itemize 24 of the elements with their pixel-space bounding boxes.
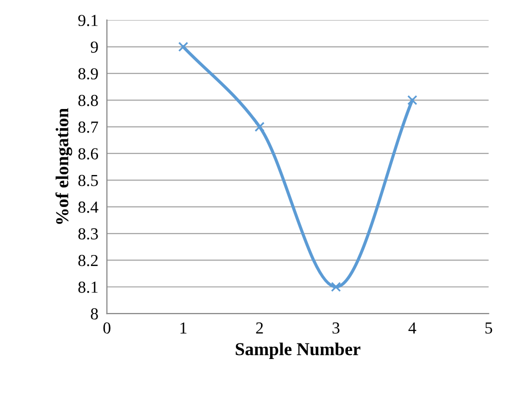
x-tick-label: 3 <box>332 322 340 334</box>
point <box>254 122 265 132</box>
x-tick-label: 0 <box>103 322 110 334</box>
point <box>407 95 418 106</box>
y-tick-label: 8.6 <box>78 148 98 160</box>
x-tick-label: 4 <box>408 322 416 334</box>
y-tick-label: 8.3 <box>78 228 98 240</box>
y-tick-label: 9.1 <box>78 14 98 26</box>
y-tick-label: 8.2 <box>78 254 98 266</box>
x-axis-title: Sample Number <box>236 342 360 359</box>
point <box>178 42 188 52</box>
y-axis-title: %of elongation <box>55 108 72 224</box>
y-tick-label: 8.5 <box>78 174 98 186</box>
x-tick-label: 1 <box>180 322 186 334</box>
x-tick-label: 5 <box>485 322 492 334</box>
y-tick-label: 9 <box>90 42 98 53</box>
y-tick-label: 8.7 <box>78 122 98 133</box>
y-tick-label: 8 <box>90 308 98 320</box>
y-tick-label: 8.8 <box>78 94 98 106</box>
y-tick-label: 8.1 <box>78 282 98 293</box>
x-tick-label: 2 <box>256 322 263 334</box>
y-tick-label: 8.9 <box>78 68 98 80</box>
point <box>330 282 341 292</box>
y-tick-label: 8.4 <box>78 202 98 213</box>
